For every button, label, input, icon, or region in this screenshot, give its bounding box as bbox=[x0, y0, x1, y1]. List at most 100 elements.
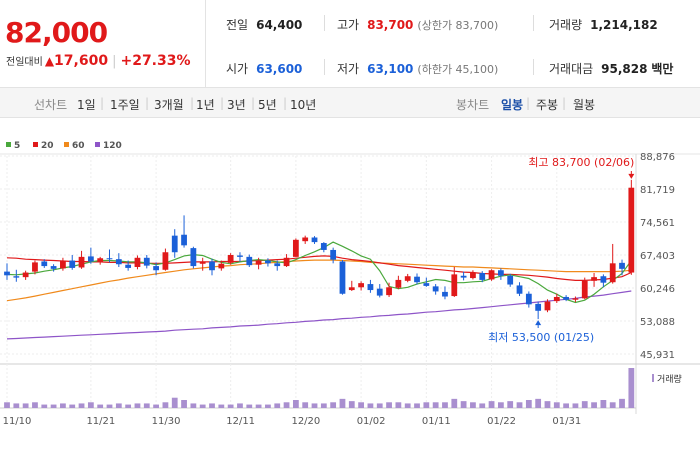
candle-down[interactable] bbox=[497, 270, 504, 276]
candle-down[interactable] bbox=[619, 262, 625, 269]
candle-up[interactable] bbox=[348, 287, 355, 291]
legend-label-ma60: 60 bbox=[72, 141, 85, 151]
candle-down[interactable] bbox=[563, 296, 569, 300]
candle-up[interactable] bbox=[572, 298, 579, 300]
volume-bar bbox=[619, 398, 625, 408]
candle-up[interactable] bbox=[199, 261, 206, 264]
stat-trade-amount: 거래대금 95,828 백만 bbox=[549, 62, 674, 76]
candle-down[interactable] bbox=[367, 284, 374, 291]
volume-bar bbox=[134, 403, 141, 408]
candle-up[interactable] bbox=[292, 239, 299, 257]
period-1y[interactable]: 1년 bbox=[196, 98, 215, 112]
candle-up[interactable] bbox=[591, 277, 597, 281]
volume-bar bbox=[274, 403, 281, 408]
candle-down[interactable] bbox=[423, 283, 430, 286]
candle-down[interactable] bbox=[265, 260, 271, 264]
period-5y[interactable]: 5년 bbox=[258, 98, 277, 112]
candle-up[interactable] bbox=[227, 255, 234, 263]
ma20-line bbox=[6, 255, 632, 281]
candle-up[interactable] bbox=[255, 261, 262, 265]
candle-down[interactable] bbox=[50, 266, 57, 269]
candle-down[interactable] bbox=[171, 235, 178, 253]
current-price: 82,000 bbox=[5, 16, 108, 49]
candle-up[interactable] bbox=[78, 256, 85, 268]
candle-down[interactable] bbox=[432, 286, 439, 292]
period-1w[interactable]: 1주일 bbox=[110, 98, 140, 112]
candle-up[interactable] bbox=[451, 274, 458, 297]
candle-down[interactable] bbox=[525, 293, 532, 305]
legend-swatch-ma5 bbox=[6, 142, 11, 147]
volume-bar bbox=[339, 398, 346, 408]
candle-down[interactable] bbox=[535, 303, 542, 311]
candle-up[interactable] bbox=[404, 276, 411, 281]
x-tick-label: 11/10 bbox=[3, 416, 32, 427]
candle-down[interactable] bbox=[181, 234, 187, 246]
candle-down[interactable] bbox=[339, 261, 346, 294]
volume-bar bbox=[106, 404, 113, 408]
candle-down[interactable] bbox=[600, 276, 607, 283]
candle-down[interactable] bbox=[516, 285, 523, 294]
candle-up[interactable] bbox=[609, 263, 616, 283]
candle-up[interactable] bbox=[386, 287, 392, 296]
candle-up[interactable] bbox=[395, 279, 402, 288]
period-1d[interactable]: 1일 bbox=[77, 98, 96, 112]
candle-up[interactable] bbox=[97, 258, 104, 262]
volume-bar bbox=[628, 368, 635, 408]
period-3y[interactable]: 3년 bbox=[227, 98, 246, 112]
candle-down[interactable] bbox=[246, 256, 253, 266]
volume-bar bbox=[255, 404, 262, 408]
candle-down[interactable] bbox=[209, 261, 215, 271]
candle-down[interactable] bbox=[414, 276, 420, 283]
candle-weekly[interactable]: 주봉 bbox=[536, 98, 559, 112]
change-value: 17,600 bbox=[54, 53, 109, 69]
candle-up[interactable] bbox=[32, 262, 38, 272]
candlestick-chart[interactable]: 5 20 60 120 88,876 81,719 74,561 67,403 60,246 53… bbox=[0, 118, 700, 450]
volume-bar bbox=[22, 403, 29, 408]
candle-down[interactable] bbox=[479, 272, 486, 280]
candle-down[interactable] bbox=[153, 266, 159, 271]
candle-down[interactable] bbox=[376, 288, 383, 296]
volume-bar bbox=[4, 402, 10, 408]
candle-up[interactable] bbox=[581, 280, 588, 299]
candle-down[interactable] bbox=[69, 260, 76, 268]
candle-down[interactable] bbox=[237, 255, 243, 257]
y-tick-label: 74,561 bbox=[640, 218, 675, 229]
candle-down[interactable] bbox=[125, 264, 132, 268]
candle-down[interactable] bbox=[115, 259, 122, 265]
candle-up[interactable] bbox=[628, 187, 635, 273]
volume-bar bbox=[544, 401, 551, 408]
candle-up[interactable] bbox=[488, 270, 495, 280]
volume-bar bbox=[181, 400, 187, 408]
candle-up[interactable] bbox=[470, 272, 476, 279]
candle-down[interactable] bbox=[4, 271, 10, 276]
candle-up[interactable] bbox=[302, 237, 309, 242]
candle-up[interactable] bbox=[134, 257, 141, 268]
candle-down[interactable] bbox=[106, 258, 113, 260]
legend-label-ma120: 120 bbox=[103, 141, 122, 151]
candle-monthly[interactable]: 월봉 bbox=[573, 98, 596, 112]
candle-down[interactable] bbox=[190, 248, 197, 267]
candle-up[interactable] bbox=[162, 252, 169, 270]
period-10y[interactable]: 10년 bbox=[290, 98, 317, 112]
candle-down[interactable] bbox=[460, 275, 467, 278]
candle-up[interactable] bbox=[218, 263, 225, 269]
candle-up[interactable] bbox=[22, 272, 29, 278]
candle-up[interactable] bbox=[60, 260, 66, 269]
period-3m[interactable]: 3개월 bbox=[154, 98, 184, 112]
candle-down[interactable] bbox=[320, 243, 327, 250]
candle-down[interactable] bbox=[274, 263, 281, 267]
volume-bar bbox=[507, 401, 514, 408]
candle-down[interactable] bbox=[311, 237, 318, 243]
candle-down[interactable] bbox=[143, 257, 150, 266]
candle-daily[interactable]: 일봉 bbox=[501, 98, 524, 112]
candle-down[interactable] bbox=[13, 276, 20, 278]
candle-up[interactable] bbox=[358, 283, 364, 288]
candle-up[interactable] bbox=[283, 257, 290, 267]
candle-down[interactable] bbox=[41, 261, 48, 267]
candle-up[interactable] bbox=[544, 301, 551, 311]
candle-down[interactable] bbox=[330, 249, 337, 260]
candle-down[interactable] bbox=[87, 256, 94, 262]
candle-up[interactable] bbox=[553, 296, 560, 302]
candle-down[interactable] bbox=[507, 275, 514, 285]
candle-down[interactable] bbox=[442, 291, 448, 297]
